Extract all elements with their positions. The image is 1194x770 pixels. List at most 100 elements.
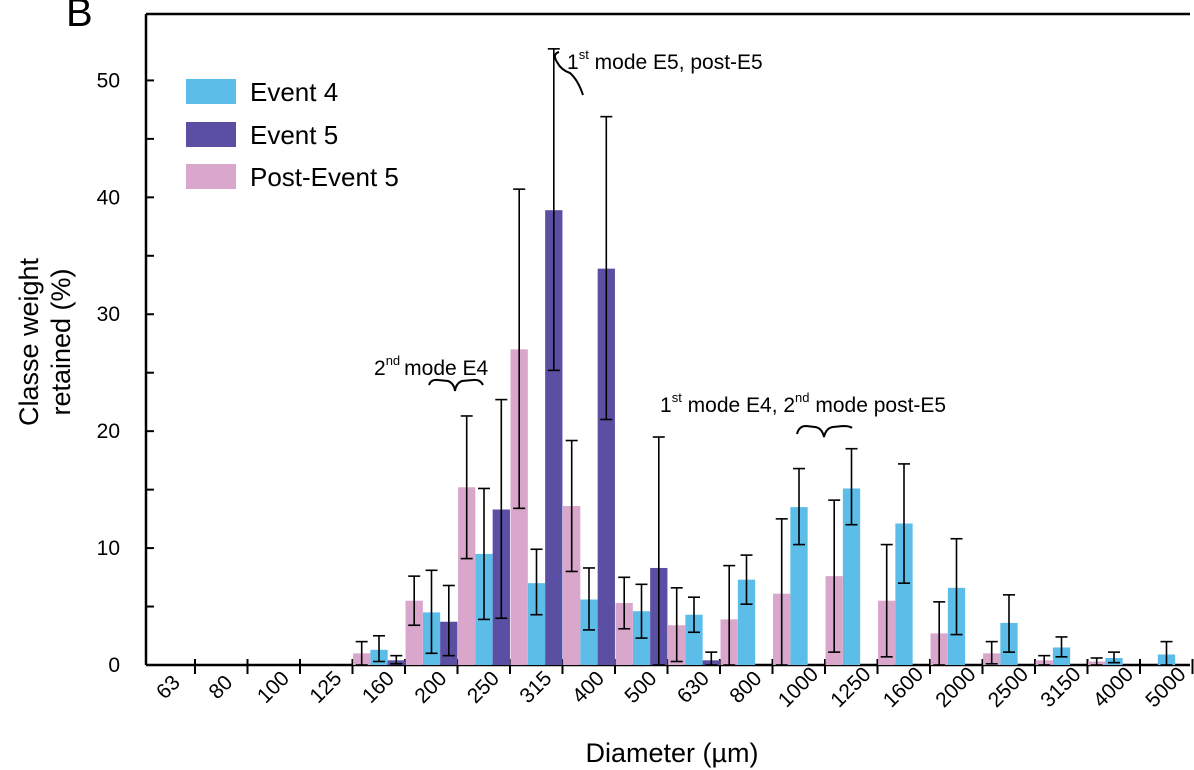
error-bar-event-4-800 bbox=[740, 554, 753, 606]
y-tick-label-50: 50 bbox=[97, 69, 120, 92]
error-bar-event-5-400 bbox=[600, 115, 613, 421]
legend-label-event-4: Event 4 bbox=[250, 77, 338, 107]
x-tick-label-630: 630 bbox=[673, 667, 714, 708]
error-bar-event-5-160 bbox=[390, 654, 403, 665]
x-tick-label-800: 800 bbox=[725, 667, 766, 708]
error-bar-event-5-315 bbox=[547, 48, 560, 372]
error-bar-event-4-630 bbox=[688, 596, 700, 634]
y-axis-title: Classe weight retained (%) bbox=[14, 257, 76, 426]
error-bar-post-event-5-200 bbox=[408, 575, 421, 627]
axes bbox=[144, 12, 1194, 674]
x-tick-label-63: 63 bbox=[152, 671, 185, 704]
bar-event-5-400 bbox=[597, 268, 615, 665]
y-tick-label-30: 30 bbox=[97, 303, 120, 326]
legend-label-post-event-5: Post-Event 5 bbox=[250, 162, 399, 192]
x-tick-label-2500: 2500 bbox=[984, 663, 1033, 712]
x-tick-label-3150: 3150 bbox=[1036, 663, 1085, 712]
error-bar-post-event-5-2000 bbox=[933, 601, 946, 666]
bar-post-event-5-200 bbox=[405, 600, 423, 665]
y-axis-title-line-1: Classe weight bbox=[14, 257, 44, 426]
annotation-mode1-e5-text: 1st mode E5, post-E5 bbox=[567, 47, 763, 74]
annotation-mode2-e4-text: 2nd mode E4 bbox=[374, 353, 489, 380]
error-bar-post-event-5-250 bbox=[460, 415, 473, 560]
bar-post-event-5-250 bbox=[458, 487, 476, 665]
bar-post-event-5-400 bbox=[563, 505, 581, 665]
error-bar-event-5-200 bbox=[442, 584, 455, 657]
y-tick-label-10: 10 bbox=[97, 537, 120, 560]
annotation-mode1-e4-brace bbox=[796, 424, 853, 438]
error-bar-event-4-1250 bbox=[845, 447, 858, 526]
annotation-mode2-e4: 2nd mode E4 bbox=[374, 353, 489, 392]
y-tick-label-0: 0 bbox=[108, 654, 120, 677]
error-bar-event-4-2000 bbox=[950, 537, 963, 636]
legend-swatch-event-5 bbox=[186, 122, 236, 147]
error-bar-post-event-5-1600 bbox=[880, 543, 893, 658]
bar-event-4-630 bbox=[685, 614, 703, 665]
legend-label-event-5: Event 5 bbox=[250, 120, 338, 150]
annotation-mode1-e5-brace bbox=[553, 51, 584, 96]
bar-event-4-1600 bbox=[895, 523, 913, 665]
bar-post-event-5-500 bbox=[615, 603, 633, 665]
y-axis-title-line-2: retained (%) bbox=[46, 268, 76, 415]
error-bar-event-4-200 bbox=[425, 569, 438, 655]
y-tick-label-20: 20 bbox=[97, 420, 120, 443]
annotation-mode1-e4: 1st mode E4, 2nd mode post-E5 bbox=[660, 390, 946, 438]
x-tick-label-500: 500 bbox=[620, 667, 661, 708]
error-bar-event-5-250 bbox=[495, 398, 508, 620]
x-tick-label-5000: 5000 bbox=[1141, 663, 1190, 712]
error-bar-event-4-160 bbox=[373, 634, 385, 663]
error-bar-post-event-5-315 bbox=[513, 188, 526, 510]
x-tick-label-250: 250 bbox=[463, 667, 504, 708]
x-axis-title: Diameter (µm) bbox=[585, 738, 758, 768]
x-tick-label-2000: 2000 bbox=[931, 663, 980, 712]
x-tick-label-200: 200 bbox=[410, 667, 451, 708]
bar-event-4-315 bbox=[527, 583, 546, 665]
x-tick-label-315: 315 bbox=[515, 667, 556, 708]
error-bar-event-4-5000 bbox=[1160, 640, 1173, 666]
x-tick-label-400: 400 bbox=[568, 667, 609, 708]
x-tick-label-100: 100 bbox=[253, 667, 294, 708]
annotation-mode1-e5: 1st mode E5, post-E5 bbox=[553, 47, 763, 96]
error-bar-event-4-3150 bbox=[1055, 636, 1068, 658]
y-tick-label-40: 40 bbox=[97, 186, 120, 209]
error-bar-event-4-250 bbox=[478, 487, 490, 621]
error-bar-post-event-5-3150 bbox=[1038, 654, 1051, 666]
bar-event-4-800 bbox=[737, 579, 756, 665]
x-tick-label-125: 125 bbox=[305, 667, 346, 708]
error-bar-event-4-315 bbox=[530, 548, 543, 616]
error-bars bbox=[355, 48, 1173, 666]
error-bar-event-4-1600 bbox=[898, 463, 910, 584]
annotation-mode2-e4-brace bbox=[428, 378, 484, 392]
x-tick-label-160: 160 bbox=[358, 667, 399, 708]
x-tick-label-1000: 1000 bbox=[774, 663, 823, 712]
error-bar-event-5-500 bbox=[652, 436, 665, 666]
x-tick-label-4000: 4000 bbox=[1089, 663, 1138, 712]
panel-label: B bbox=[66, 0, 93, 35]
error-bar-event-4-4000 bbox=[1108, 651, 1120, 664]
error-bar-event-4-2500 bbox=[1003, 594, 1015, 653]
bars bbox=[353, 210, 1176, 666]
error-bar-post-event-5-160 bbox=[355, 640, 368, 666]
x-tick-label-80: 80 bbox=[205, 671, 238, 704]
legend-swatch-event-4 bbox=[186, 79, 236, 104]
legend-swatch-post-event-5 bbox=[186, 164, 236, 189]
error-bar-event-4-400 bbox=[583, 567, 595, 631]
error-bar-post-event-5-630 bbox=[670, 587, 683, 663]
error-bar-post-event-5-2500 bbox=[985, 640, 998, 665]
error-bar-post-event-5-1250 bbox=[828, 499, 841, 653]
bar-event-4-400 bbox=[580, 599, 598, 665]
bar-event-5-315 bbox=[545, 210, 563, 666]
error-bar-post-event-5-400 bbox=[565, 439, 578, 573]
error-bar-post-event-5-500 bbox=[618, 576, 631, 630]
error-bar-event-4-500 bbox=[635, 583, 648, 639]
legend: Event 4 Event 5 Post-Event 5 bbox=[186, 77, 399, 192]
error-bar-event-4-1000 bbox=[793, 467, 805, 546]
x-tick-label-1250: 1250 bbox=[826, 663, 875, 712]
error-bar-post-event-5-4000 bbox=[1090, 657, 1103, 666]
bar-event-4-1250 bbox=[842, 488, 861, 665]
error-bar-event-5-630 bbox=[705, 651, 718, 666]
error-bar-post-event-5-800 bbox=[723, 564, 736, 666]
bar-event-4-1000 bbox=[790, 507, 808, 665]
error-bar-post-event-5-1000 bbox=[775, 518, 788, 666]
